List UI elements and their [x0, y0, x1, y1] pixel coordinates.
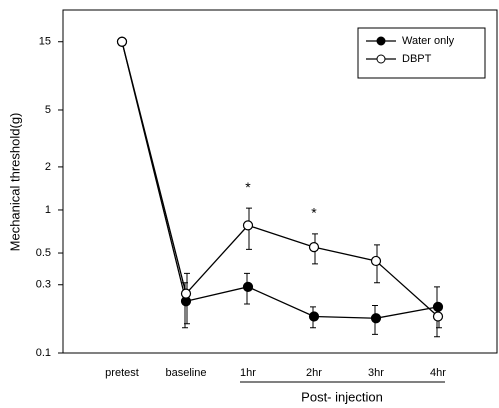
x-tick-label: 1hr	[240, 367, 256, 379]
y-tick-label: 15	[39, 36, 51, 48]
x-tick-label: 2hr	[306, 367, 322, 379]
x-tick-label: 3hr	[368, 367, 384, 379]
y-tick-label: 2	[45, 161, 51, 173]
x-tick-label: pretest	[105, 367, 139, 379]
legend-label: Water only	[402, 35, 455, 47]
y-tick-label: 0.1	[36, 347, 51, 359]
data-point	[180, 288, 192, 299]
data-point	[370, 313, 382, 324]
x-tick-label: 4hr	[430, 367, 446, 379]
data-point	[308, 241, 320, 253]
legend-box	[357, 27, 486, 79]
series-line	[121, 41, 439, 317]
y-tick-label: 5	[45, 104, 51, 116]
data-point	[432, 311, 444, 322]
y-tick-label: 1	[45, 204, 51, 216]
y-tick-label: 0.5	[36, 247, 51, 259]
data-point	[370, 255, 382, 267]
annotation: *	[245, 179, 251, 195]
annotation: *	[311, 205, 317, 221]
data-point	[432, 301, 444, 313]
y-tick-label: 0.3	[36, 279, 51, 291]
x-axis-label: Post- injection	[301, 389, 383, 404]
y-axis-label: Mechanical threshold(g)	[7, 113, 22, 252]
legend-marker	[376, 54, 386, 64]
plot-frame	[62, 9, 498, 354]
data-point	[116, 36, 128, 47]
data-point	[308, 311, 320, 322]
data-point	[242, 281, 254, 292]
data-point	[242, 220, 254, 231]
legend-marker	[376, 36, 386, 46]
series-line	[121, 41, 439, 319]
legend-label: DBPT	[402, 53, 432, 65]
x-tick-label: baseline	[166, 367, 207, 379]
